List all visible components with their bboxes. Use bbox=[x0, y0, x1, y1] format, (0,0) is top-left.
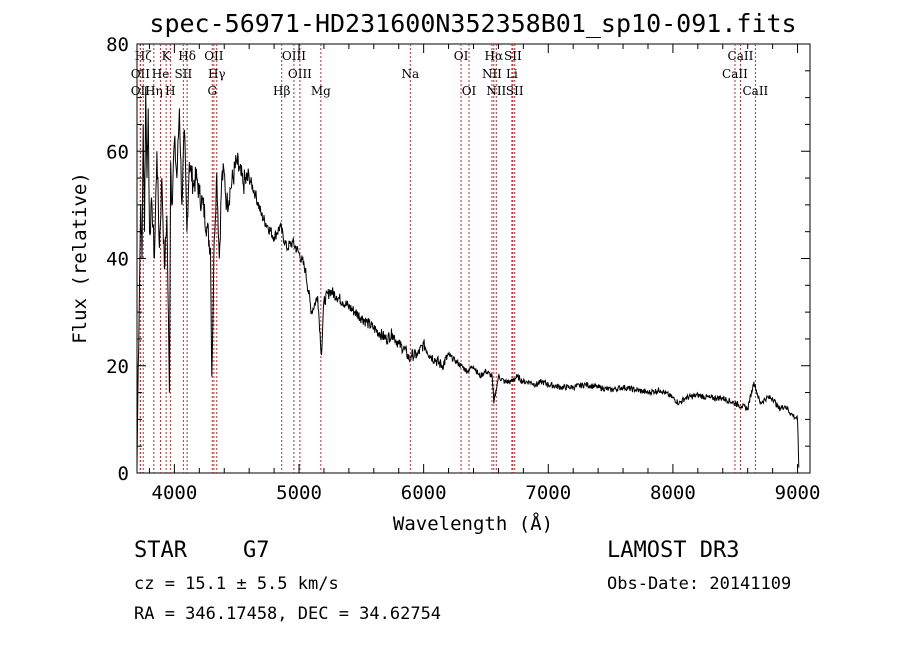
y-axis-label: Flux (relative) bbox=[69, 172, 91, 344]
y-tick-label: 60 bbox=[106, 141, 129, 163]
marker-label: SII bbox=[175, 67, 193, 81]
x-tick-label: 6000 bbox=[401, 482, 447, 504]
marker-label: Li bbox=[506, 67, 518, 81]
object-class: STAR bbox=[134, 538, 187, 563]
plot-frame bbox=[136, 43, 811, 474]
marker-label: OI bbox=[462, 84, 477, 98]
redshift-cz: cz = 15.1 ± 5.5 km/s bbox=[134, 574, 339, 594]
y-tick-label: 80 bbox=[106, 34, 129, 56]
y-tick-label: 40 bbox=[106, 249, 129, 271]
marker-label: OIII bbox=[288, 67, 312, 81]
x-tick-label: 9000 bbox=[775, 482, 821, 504]
marker-label: CaII bbox=[742, 84, 768, 98]
marker-label: NII bbox=[486, 84, 506, 98]
obs-date: Obs-Date: 20141109 bbox=[607, 574, 792, 594]
marker-label: Hζ bbox=[135, 49, 152, 63]
marker-label: Mg bbox=[311, 84, 331, 98]
marker-label: Hβ bbox=[273, 84, 290, 98]
marker-label: He bbox=[152, 67, 170, 81]
marker-label: H bbox=[165, 84, 175, 98]
line-markers bbox=[139, 44, 756, 473]
marker-label: Hδ bbox=[178, 49, 196, 63]
x-tick-label: 5000 bbox=[276, 482, 322, 504]
spectrum-series-line bbox=[136, 86, 800, 468]
marker-label: OII bbox=[131, 84, 151, 98]
marker-label: K bbox=[162, 49, 172, 63]
y-tick-label: 0 bbox=[118, 463, 129, 485]
chart-title: spec-56971-HD231600N352358B01_sp10-091.f… bbox=[149, 9, 796, 38]
coordinates: RA = 346.17458, DEC = 34.62754 bbox=[134, 604, 442, 624]
x-tick-label: 8000 bbox=[650, 482, 696, 504]
axis-tick-labels: 4000 5000 6000 7000 8000 9000 0 20 40 60 80 bbox=[106, 34, 820, 504]
marker-label: Hγ bbox=[208, 67, 226, 81]
marker-label: NII bbox=[482, 67, 502, 81]
marker-label: OI bbox=[454, 49, 469, 63]
axis-ticks bbox=[137, 43, 810, 474]
marker-label: G bbox=[207, 84, 217, 98]
x-axis-label: Wavelength (Å) bbox=[393, 512, 553, 535]
marker-label: OII bbox=[131, 67, 151, 81]
object-subclass: G7 bbox=[243, 538, 270, 563]
marker-label: Hα bbox=[485, 49, 504, 63]
survey-name: LAMOST DR3 bbox=[607, 538, 740, 563]
marker-label: OIII bbox=[282, 49, 306, 63]
y-tick-label: 20 bbox=[106, 356, 129, 378]
marker-label: Na bbox=[401, 67, 419, 81]
marker-label: CaII bbox=[722, 67, 748, 81]
marker-label: OII bbox=[204, 49, 224, 63]
x-tick-label: 4000 bbox=[152, 482, 198, 504]
x-tick-label: 7000 bbox=[525, 482, 571, 504]
marker-label: SII bbox=[506, 84, 524, 98]
marker-label: Hη bbox=[145, 84, 163, 98]
marker-label: SII bbox=[504, 49, 522, 63]
marker-label: CaII bbox=[728, 49, 754, 63]
